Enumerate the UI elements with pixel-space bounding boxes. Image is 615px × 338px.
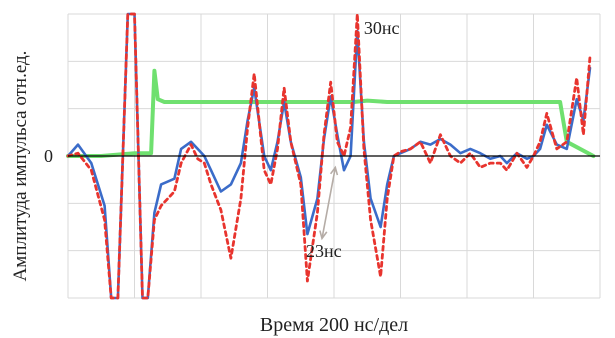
arrow-head-top bbox=[329, 165, 339, 176]
arrow-shaft bbox=[321, 167, 337, 239]
annotation-30ns: 30нс bbox=[364, 18, 400, 38]
x-axis-label: Время 200 нс/дел bbox=[260, 314, 408, 336]
annotation-double-arrow bbox=[319, 165, 339, 241]
series-lines bbox=[66, 12, 596, 300]
annotation-23ns: 23нс bbox=[306, 241, 342, 261]
series-line-1 bbox=[66, 68, 596, 158]
arrow-head-bottom bbox=[319, 230, 328, 241]
y-axis-label: Амплитуда импульса отн.ед. bbox=[10, 51, 31, 282]
y-tick-zero-label: 0 bbox=[44, 146, 53, 166]
